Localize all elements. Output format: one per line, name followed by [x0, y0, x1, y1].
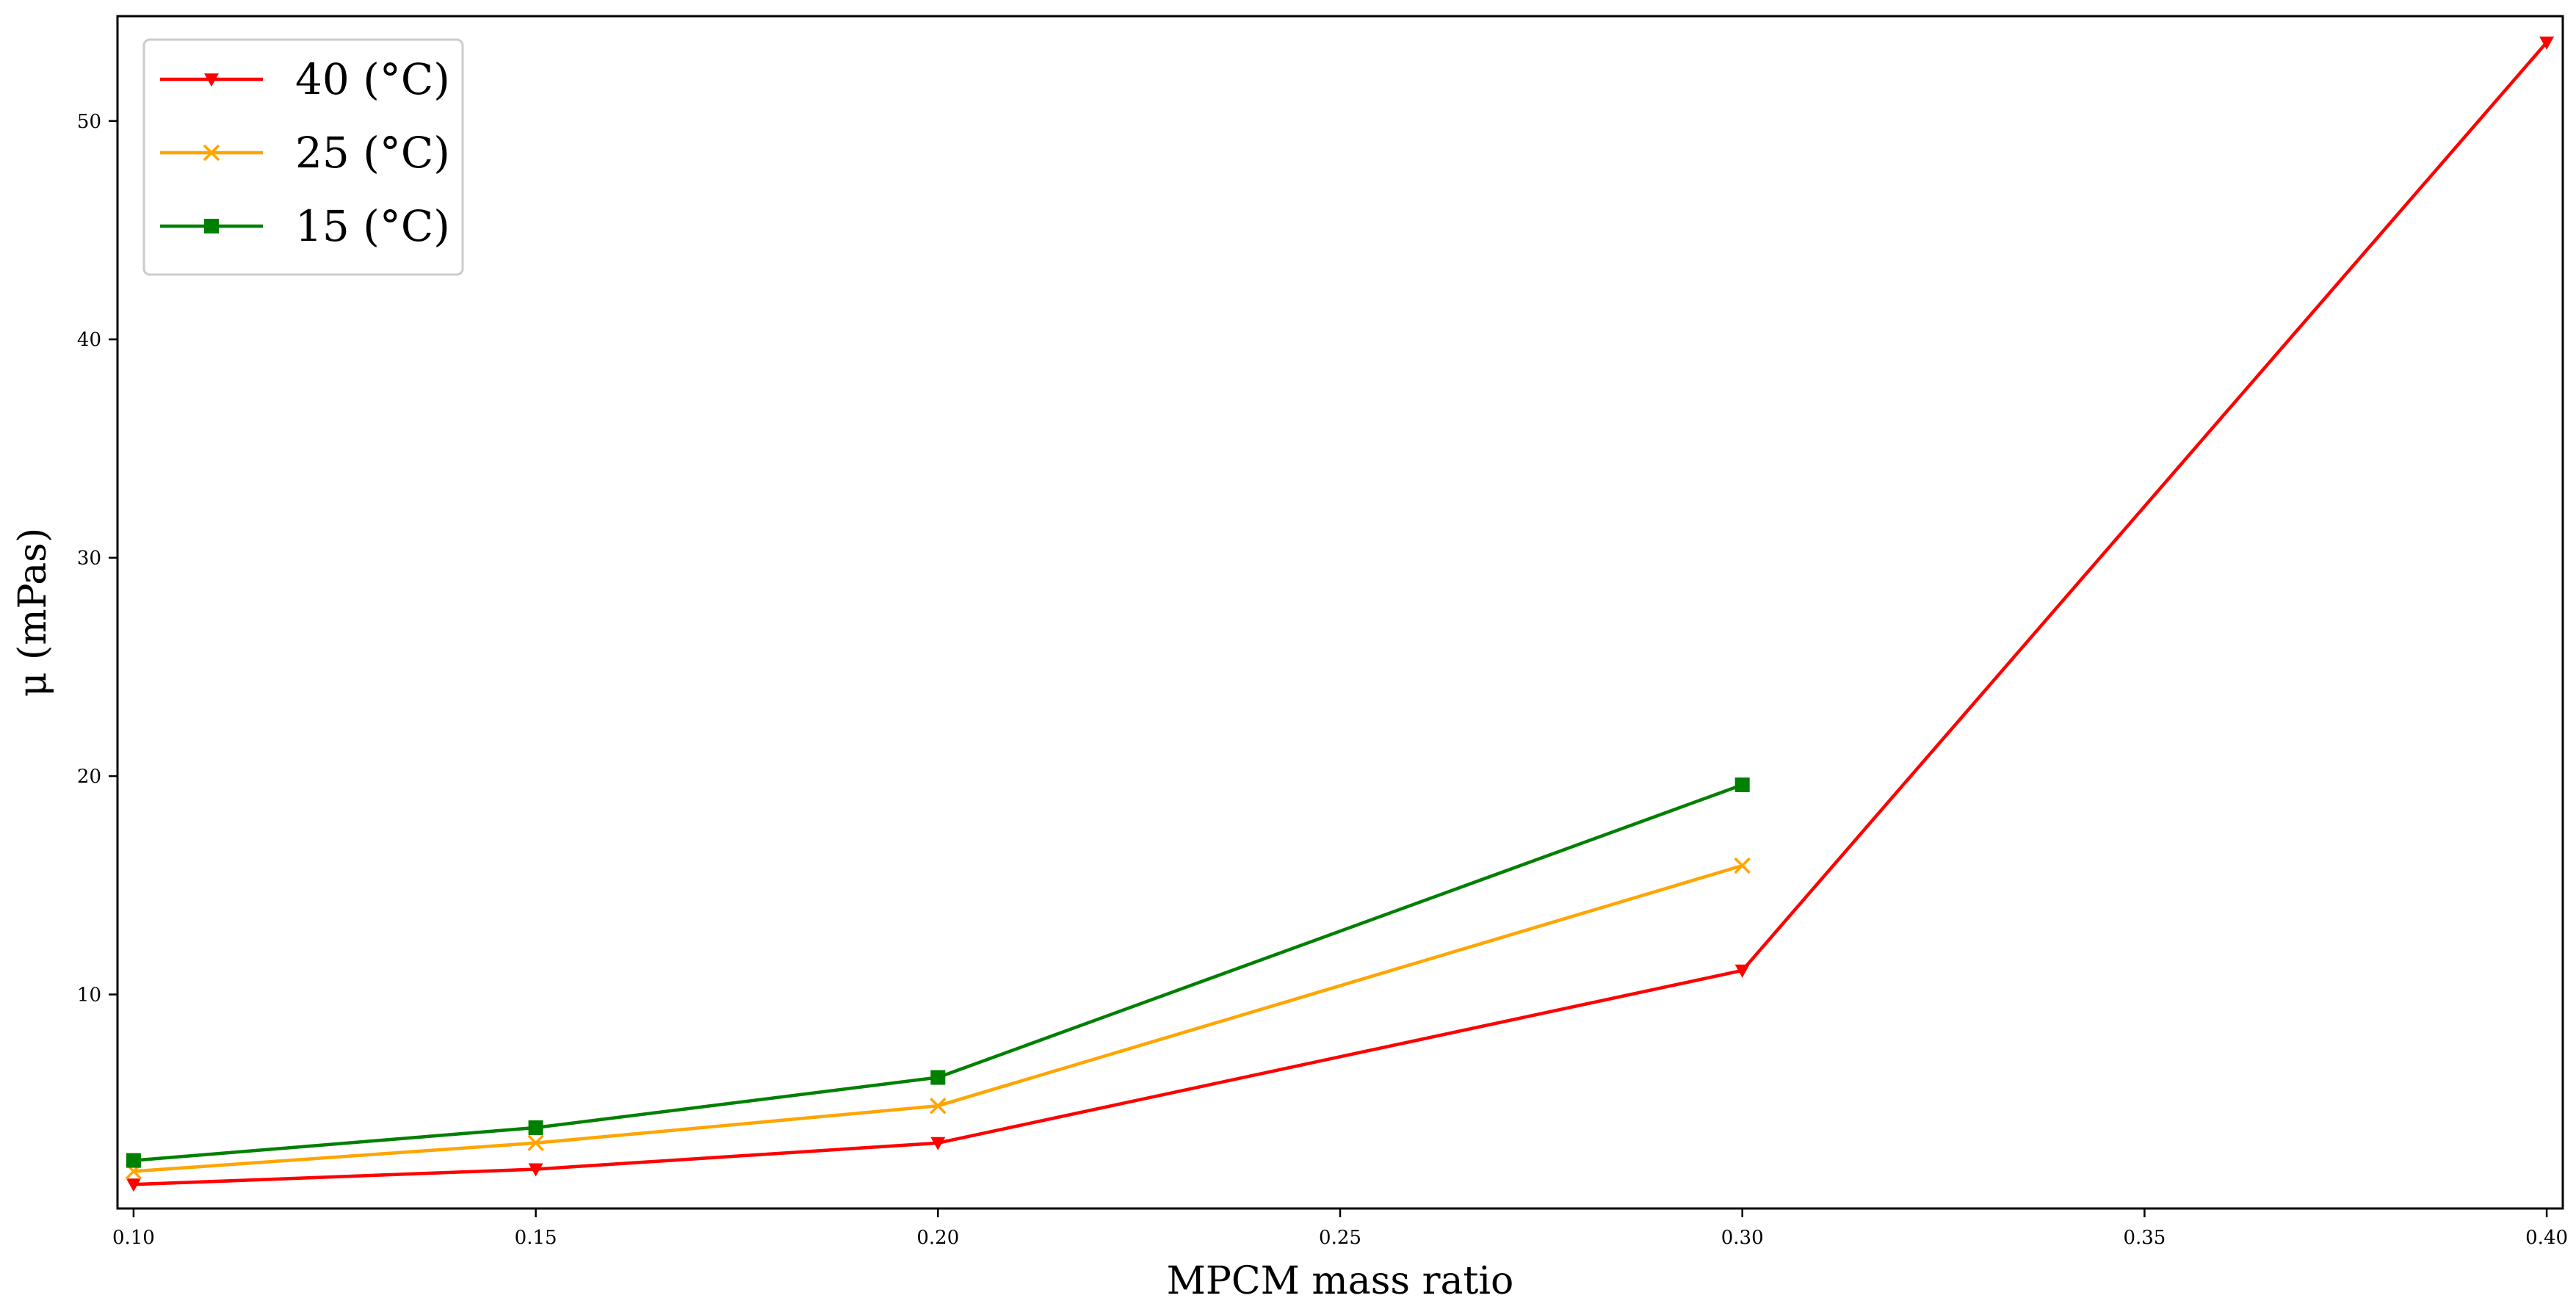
data-point: [930, 1097, 947, 1115]
y-tick-label: 40: [77, 329, 101, 351]
y-tick-label: 50: [77, 111, 101, 133]
series-layer: [125, 36, 2555, 1192]
series-line: [133, 863, 1743, 1173]
legend-label: 15 (°C): [295, 201, 450, 251]
x-tick-label: 0.15: [515, 1227, 557, 1249]
y-tick-label: 30: [77, 548, 101, 570]
x-tick-label: 0.10: [112, 1227, 155, 1249]
x-axis-label: MPCM mass ratio: [1167, 1259, 1514, 1303]
data-point: [930, 1137, 946, 1150]
series-line: [133, 783, 1743, 1162]
legend-marker: [204, 219, 219, 233]
x-tick-label: 0.35: [2123, 1227, 2166, 1249]
data-point: [1734, 857, 1751, 874]
y-axis-label: μ (mPas): [11, 528, 55, 697]
legend-entry: 15 (°C): [160, 201, 450, 251]
data-point: [528, 1120, 543, 1135]
legend-box: [142, 38, 464, 276]
x-tick-label: 0.40: [2525, 1227, 2568, 1249]
data-point: [2539, 36, 2555, 50]
data-point: [1734, 777, 1750, 792]
data-point: [528, 1163, 543, 1177]
legend-label: 40 (°C): [295, 54, 450, 104]
data-point: [126, 1178, 141, 1192]
x-tick-label: 0.20: [916, 1227, 959, 1249]
legend: 40 (°C) 25 (°C) 15 (°C): [142, 38, 464, 276]
x-tick-label: 0.25: [1319, 1227, 1361, 1249]
y-axis-ticks: 10 20 30 40 50: [77, 111, 117, 1007]
legend-label: 25 (°C): [295, 128, 450, 178]
data-point: [930, 1070, 946, 1085]
legend-entry: 25 (°C): [160, 128, 450, 178]
series-2: [126, 777, 1750, 1168]
x-tick-label: 0.30: [1721, 1227, 1764, 1249]
x-axis-ticks: 0.10 0.15 0.20 0.25 0.30 0.35 0.40: [112, 1208, 2568, 1249]
series-0: [126, 36, 2555, 1192]
legend-marker: [204, 73, 219, 87]
data-point: [126, 1153, 141, 1168]
data-point: [1734, 964, 1750, 978]
legend-entry: 40 (°C): [160, 54, 450, 104]
legend-marker: [203, 144, 220, 162]
y-tick-label: 10: [77, 985, 101, 1007]
y-tick-label: 20: [77, 766, 101, 788]
data-point: [527, 1134, 544, 1152]
